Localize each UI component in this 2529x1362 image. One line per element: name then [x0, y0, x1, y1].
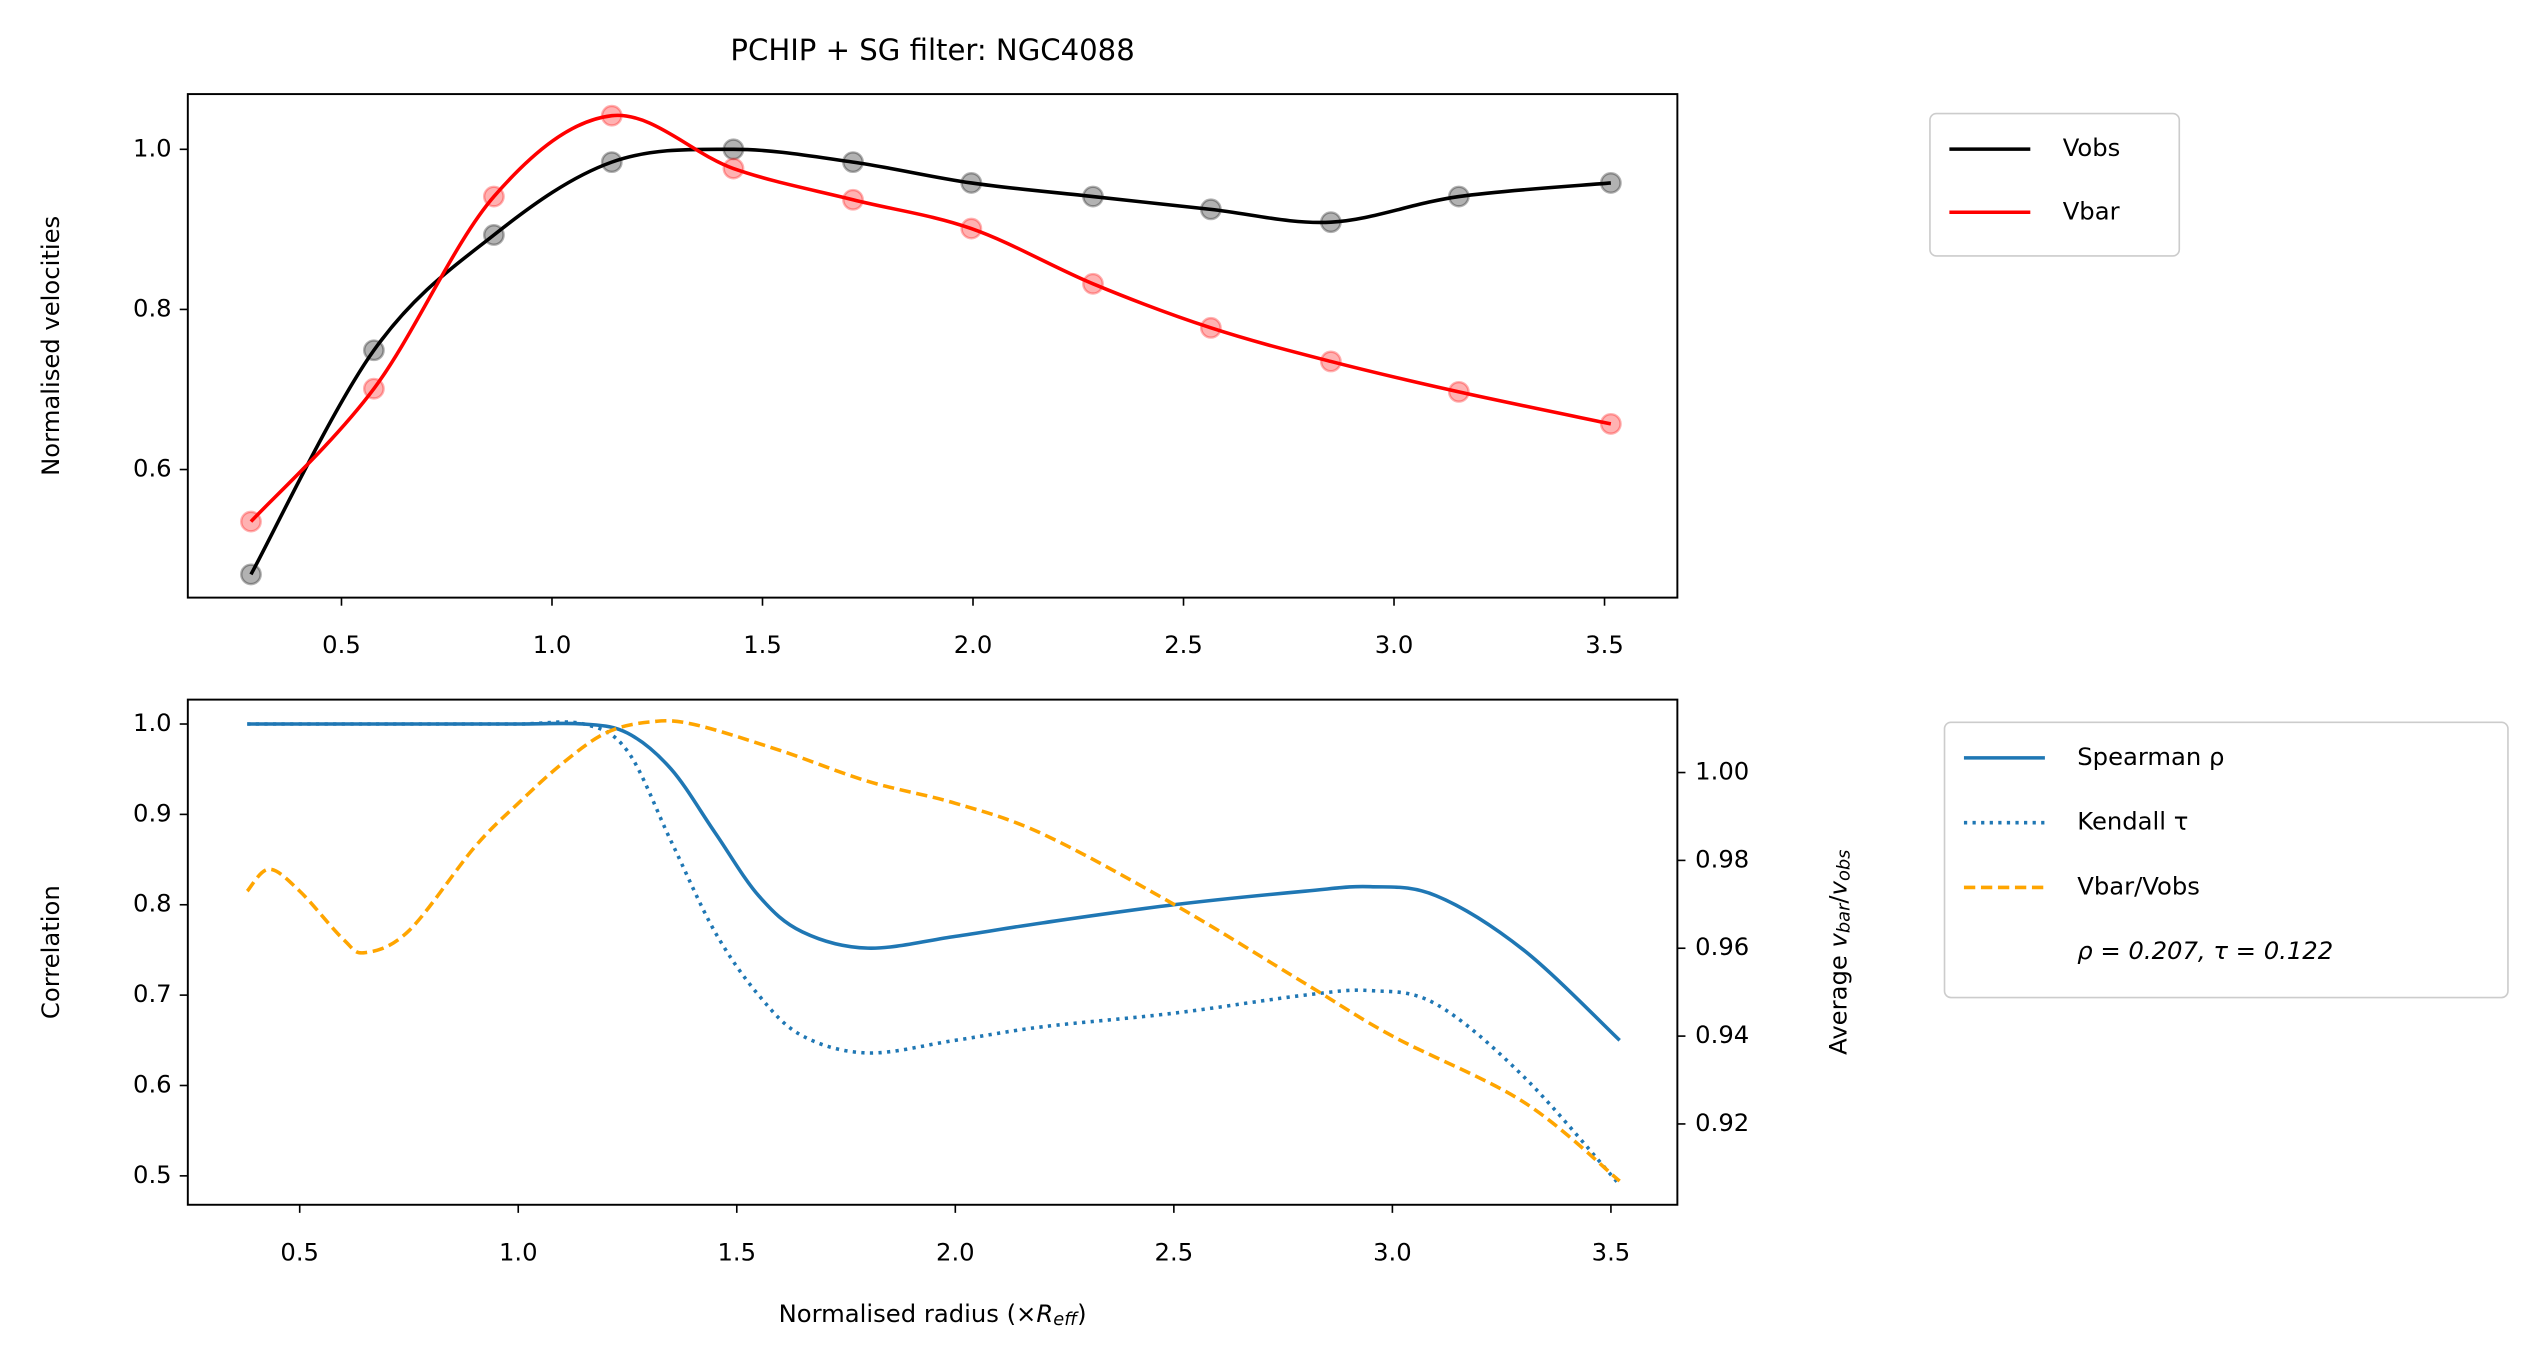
label-part: Average — [1823, 947, 1852, 1054]
y-tick-label: 0.9 — [133, 798, 172, 827]
y-tick-label: 1.0 — [133, 133, 172, 162]
label-part: bar — [1833, 902, 1854, 933]
y-tick-label: 1.0 — [133, 708, 172, 737]
label-part: / — [1823, 895, 1852, 904]
x-tick-label: 3.5 — [1585, 630, 1624, 659]
label-part: v — [1823, 932, 1852, 947]
label-part: Normalised radius (× — [779, 1299, 1037, 1328]
series-line — [249, 147, 1612, 576]
y-tick-label: 0.8 — [133, 889, 172, 918]
label-part: eff — [1053, 1308, 1079, 1329]
y-tick-label: 0.5 — [133, 1160, 172, 1189]
series-line — [249, 113, 1612, 523]
y-axis-label: Normalised velocities — [36, 216, 65, 476]
series-line — [245, 719, 1621, 1183]
chart-title: PCHIP + SG filter: NGC4088 — [730, 33, 1134, 67]
x-tick-label: 1.5 — [717, 1237, 756, 1266]
legend-box — [1929, 112, 2181, 257]
label-part: R — [1036, 1299, 1053, 1328]
label-part: ) — [1077, 1299, 1086, 1328]
series-line — [247, 720, 1622, 1187]
label-part: obs — [1833, 850, 1854, 881]
y-tick-label: 0.7 — [133, 979, 172, 1008]
y2-tick-label: 0.98 — [1695, 844, 1749, 873]
legend-label: Vbar — [2063, 196, 2120, 225]
axes-frame — [186, 698, 1679, 1206]
x-tick-label: 2.0 — [954, 630, 993, 659]
y-tick-label: 0.6 — [133, 1069, 172, 1098]
y2-tick-label: 0.94 — [1695, 1020, 1749, 1049]
legend-label: Vobs — [2063, 133, 2121, 162]
label-part: v — [1823, 880, 1852, 895]
y2-axis-label: Average vbar/vobs — [1823, 850, 1853, 1055]
x-tick-label: 3.0 — [1375, 630, 1414, 659]
x-tick-label: 2.0 — [936, 1237, 975, 1266]
series-line — [247, 721, 1621, 1042]
legend-note: ρ = 0.207, τ = 0.122 — [2077, 936, 2333, 965]
legend-box — [1943, 721, 2509, 999]
x-tick-label: 1.0 — [533, 630, 572, 659]
x-tick-label: 1.0 — [499, 1237, 538, 1266]
legend-label: Vbar/Vobs — [2077, 871, 2200, 900]
legend-label: Kendall τ — [2077, 807, 2188, 836]
y2-tick-label: 1.00 — [1695, 757, 1749, 786]
y-tick-label: 0.6 — [133, 454, 172, 483]
y-tick-label: 0.8 — [133, 293, 172, 322]
y2-tick-label: 0.92 — [1695, 1108, 1749, 1137]
x-tick-label: 0.5 — [280, 1237, 319, 1266]
y-axis-label: Correlation — [36, 885, 65, 1019]
x-tick-label: 2.5 — [1164, 630, 1203, 659]
x-tick-label: 3.5 — [1592, 1237, 1631, 1266]
x-tick-label: 3.0 — [1373, 1237, 1412, 1266]
y2-tick-label: 0.96 — [1695, 932, 1749, 961]
legend-label: Spearman ρ — [2077, 742, 2224, 771]
x-tick-label: 0.5 — [322, 630, 361, 659]
x-axis-label: Normalised radius (×Reff) — [779, 1299, 1087, 1330]
x-tick-label: 1.5 — [743, 630, 782, 659]
x-tick-label: 2.5 — [1155, 1237, 1194, 1266]
axes-frame — [186, 93, 1679, 599]
